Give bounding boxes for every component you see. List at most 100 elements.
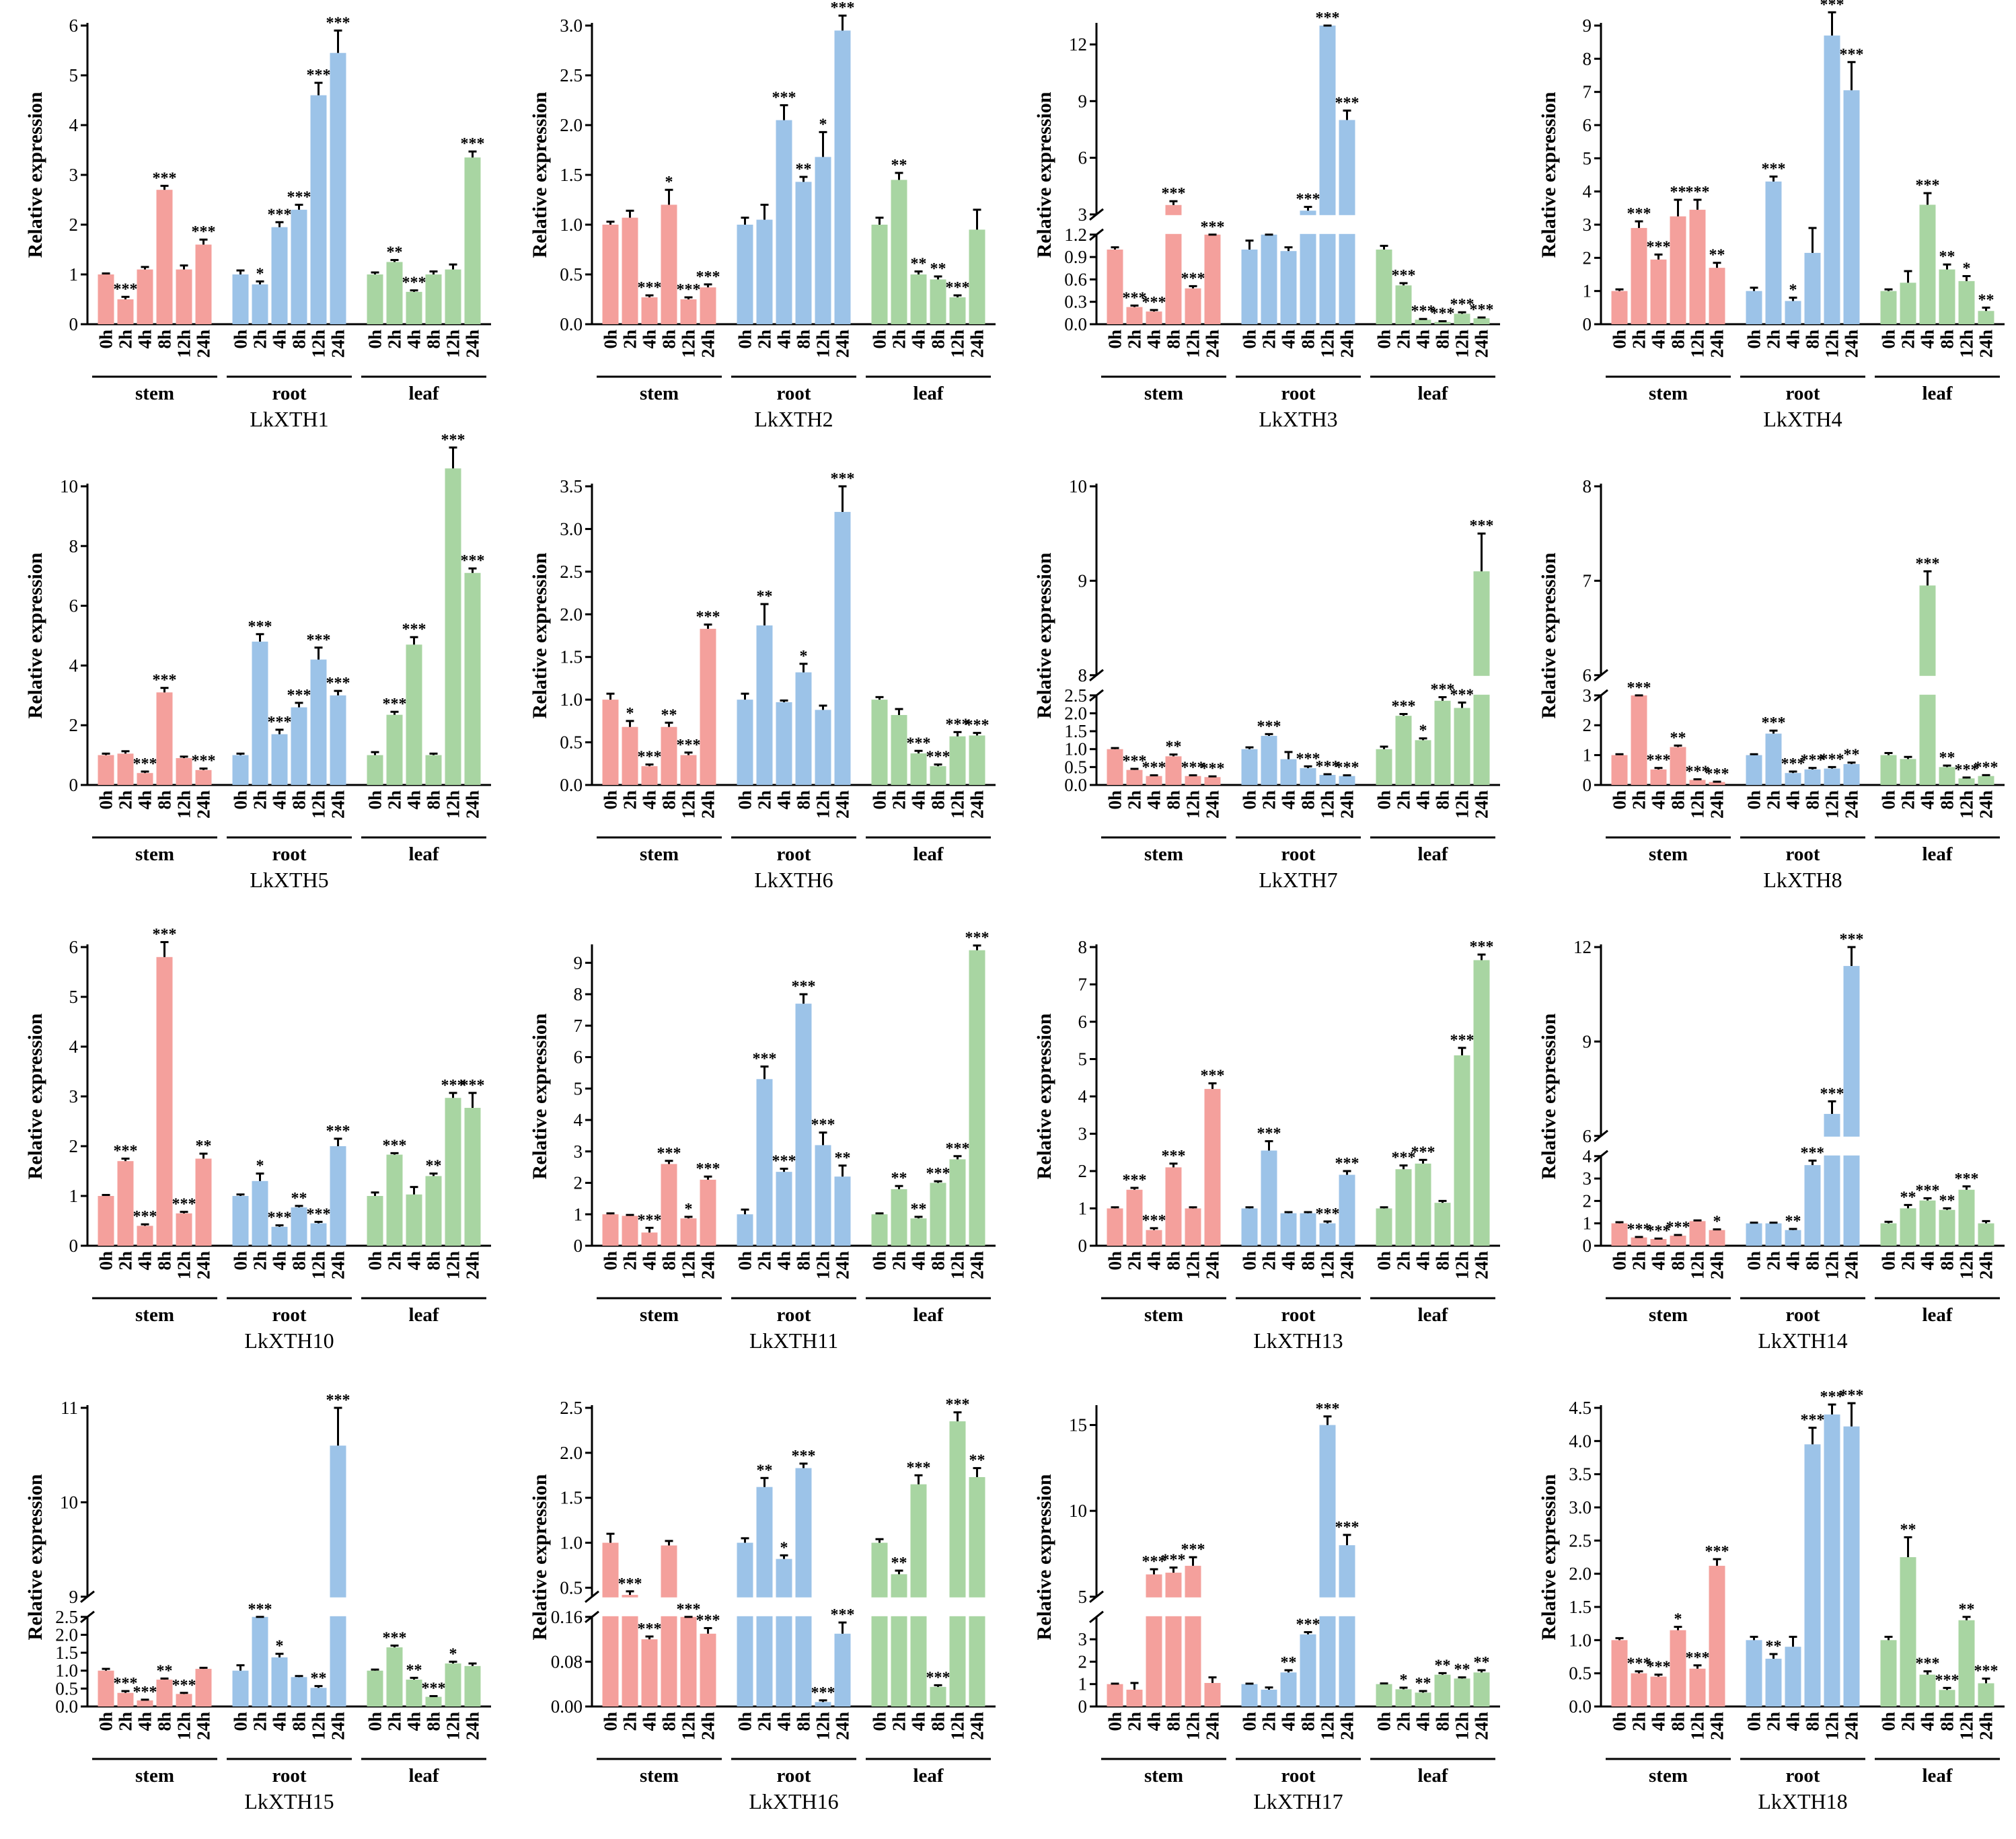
bar-stem-24h — [195, 770, 212, 785]
bar-leaf-12h — [949, 1421, 966, 1706]
x-tick-label: 8h — [659, 1712, 679, 1731]
bar-root-0h — [232, 1670, 249, 1706]
y-tick-label: 3 — [1078, 204, 1088, 225]
group-label-leaf: leaf — [1417, 1765, 1448, 1787]
x-tick-label: 0h — [735, 1251, 755, 1271]
significance-label: *** — [461, 135, 485, 153]
significance-label: *** — [1142, 1212, 1166, 1230]
bar-root-12h — [310, 95, 327, 324]
x-tick-label: 0h — [1610, 790, 1630, 810]
significance-label: *** — [1316, 1400, 1340, 1418]
x-tick-label: 12h — [1318, 1251, 1338, 1279]
x-tick-label: 8h — [424, 330, 444, 349]
x-tick-label: 24h — [328, 790, 348, 819]
group-label-stem: stem — [135, 1765, 174, 1787]
significance-label: ** — [661, 706, 677, 724]
bar-root-2h — [1765, 181, 1782, 324]
significance-label: *** — [677, 1601, 701, 1618]
bar-stem-8h — [156, 190, 173, 324]
x-tick-label: 12h — [1183, 1251, 1203, 1279]
x-tick-label: 24h — [194, 1251, 214, 1279]
bar-stem-24h — [1204, 1088, 1221, 1246]
x-tick-label: 12h — [1957, 1251, 1977, 1279]
x-tick-label: 24h — [698, 790, 718, 819]
bar-root-12h — [815, 157, 831, 324]
bar-root-8h — [1804, 1444, 1821, 1706]
significance-label: *** — [1840, 931, 1864, 948]
x-tick-label: 12h — [1688, 790, 1708, 819]
bar-break-gap — [621, 1597, 639, 1616]
y-tick-label: 0.0 — [55, 1696, 78, 1717]
bar-stem-24h — [700, 1633, 716, 1706]
bar-break-gap — [1164, 215, 1183, 234]
bar-leaf-4h — [1919, 204, 1936, 324]
significance-label: ** — [1766, 1638, 1782, 1655]
significance-label: *** — [1647, 238, 1671, 256]
bar-stem-12h — [1689, 1668, 1706, 1706]
x-tick-label: 0h — [96, 1251, 116, 1271]
y-tick-label: 8 — [1078, 665, 1088, 685]
bar-leaf-0h — [1880, 755, 1897, 785]
bar-leaf-12h — [1958, 280, 1975, 324]
x-tick-label: 2h — [1259, 1251, 1279, 1271]
significance-label: ** — [406, 1661, 422, 1679]
bar-leaf-8h — [1434, 1674, 1451, 1706]
x-tick-label: 8h — [1668, 790, 1688, 810]
y-tick-label: 0 — [69, 775, 79, 795]
bar-root-8h — [1300, 1634, 1316, 1706]
y-tick-label: 3 — [1583, 1168, 1592, 1189]
y-tick-label: 1.0 — [1569, 1630, 1592, 1650]
chart-title: LkXTH5 — [250, 868, 328, 892]
y-tick-label: 1 — [574, 1204, 583, 1224]
significance-label: *** — [1916, 1182, 1940, 1199]
y-tick-label: 0 — [1583, 1236, 1592, 1256]
significance-label: * — [256, 265, 264, 283]
bar-root-0h — [1746, 291, 1762, 324]
bar-root-0h — [1746, 1640, 1762, 1706]
x-tick-label: 4h — [1649, 1712, 1669, 1731]
bar-leaf-0h — [367, 274, 383, 324]
x-tick-label: 24h — [1707, 1251, 1727, 1279]
group-label-leaf: leaf — [1417, 1304, 1448, 1326]
x-tick-label: 24h — [1337, 790, 1357, 819]
x-tick-label: 8h — [928, 1712, 948, 1731]
x-tick-label: 2h — [1629, 330, 1649, 349]
x-tick-label: 12h — [1452, 790, 1472, 819]
y-tick-label: 4 — [574, 1110, 583, 1130]
x-tick-label: 24h — [463, 1251, 483, 1279]
bar-break-gap — [1318, 1597, 1337, 1616]
y-tick-label: 3 — [1078, 1629, 1088, 1649]
group-label-stem: stem — [135, 383, 174, 404]
x-tick-label: 2h — [889, 330, 909, 349]
bar-leaf-0h — [1880, 291, 1897, 324]
y-tick-label: 12 — [1573, 937, 1592, 957]
bar-leaf-12h — [1454, 1055, 1470, 1246]
y-tick-label: 2.0 — [560, 115, 583, 135]
x-tick-label: 0h — [870, 790, 890, 810]
bar-root-2h — [756, 1079, 773, 1246]
y-tick-label: 8 — [1078, 937, 1088, 957]
x-tick-label: 8h — [1937, 330, 1957, 349]
y-tick-label: 0.16 — [551, 1607, 583, 1627]
bar-stem-24h — [1204, 1683, 1221, 1706]
y-tick-label: 0 — [574, 1236, 583, 1256]
axis-break-mark — [1089, 1610, 1104, 1623]
significance-label: *** — [926, 1669, 950, 1686]
y-tick-label: 1.0 — [560, 215, 583, 235]
bar-stem-4h — [1650, 1676, 1667, 1706]
significance-label: ** — [1474, 1654, 1490, 1672]
bar-leaf-0h — [871, 700, 888, 785]
bar-leaf-8h — [1939, 767, 1955, 785]
x-tick-label: 24h — [1472, 330, 1492, 358]
x-tick-label: 0h — [1105, 1251, 1125, 1271]
x-tick-label: 24h — [967, 790, 987, 819]
x-tick-label: 8h — [1433, 330, 1453, 349]
x-tick-label: 24h — [194, 330, 214, 358]
bar-leaf-4h — [1919, 1200, 1936, 1246]
significance-label: *** — [1181, 270, 1205, 287]
x-tick-label: 2h — [889, 1712, 909, 1731]
significance-label: ** — [835, 1150, 851, 1167]
x-tick-label: 2h — [1394, 330, 1414, 349]
y-tick-label: 2 — [574, 1173, 583, 1193]
x-tick-label: 8h — [424, 790, 444, 810]
